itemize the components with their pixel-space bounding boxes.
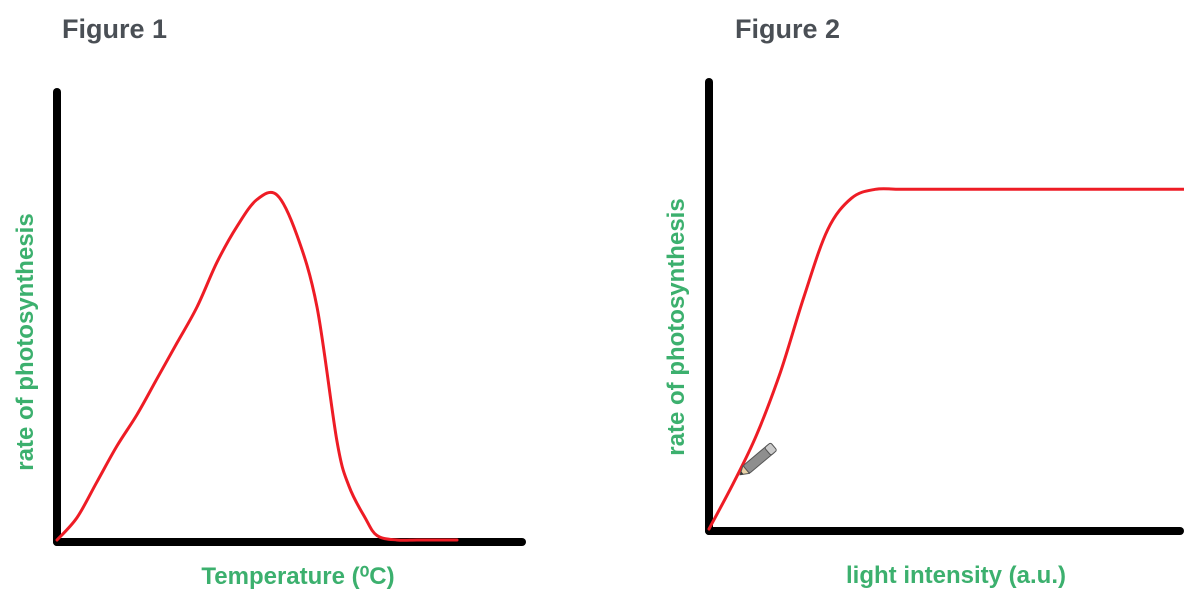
figure-1-title: Figure 1 bbox=[62, 14, 168, 44]
figure-2-chart: rate of photosynthesis light intensity (… bbox=[663, 78, 1184, 589]
figure-1-curve bbox=[55, 190, 459, 542]
figure-1-y-axis-label: rate of photosynthesis bbox=[12, 213, 39, 470]
figure-2-y-axis-label: rate of photosynthesis bbox=[663, 198, 690, 455]
figure-2-x-axis-label: light intensity (a.u.) bbox=[846, 562, 1066, 589]
figure-2-curve bbox=[707, 187, 1184, 531]
figure-1-x-axis-label: Temperature (⁰C) bbox=[201, 563, 394, 589]
figure-1-chart: rate of photosynthesis Temperature (⁰C) bbox=[12, 88, 526, 589]
figure-2-title: Figure 2 bbox=[735, 14, 841, 44]
pencil-cursor-icon[interactable] bbox=[737, 442, 777, 479]
